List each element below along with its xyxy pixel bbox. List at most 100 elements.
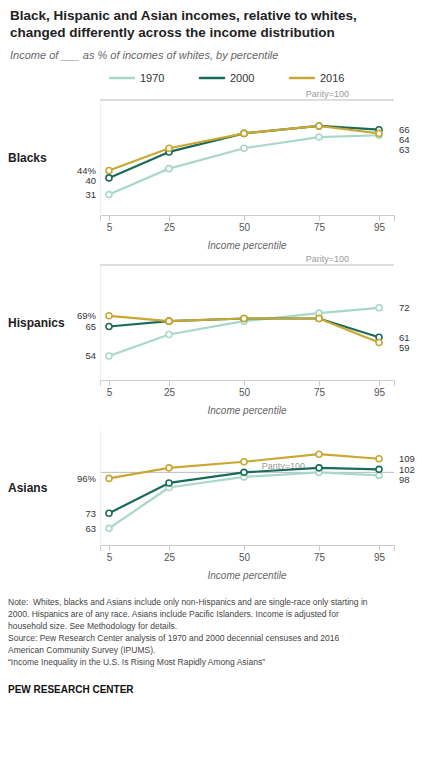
point — [241, 130, 247, 136]
tick-mark — [109, 545, 110, 551]
tick: 50 — [239, 215, 251, 233]
annotation: Parity=100 — [306, 89, 349, 99]
point — [241, 459, 247, 465]
panel-title: Asians — [8, 481, 48, 495]
tick-label: 50 — [239, 222, 251, 233]
point — [106, 475, 112, 481]
line — [109, 126, 379, 178]
line — [109, 454, 379, 478]
point — [316, 123, 322, 129]
tick-mark — [109, 215, 110, 221]
note-line: American Community Survey (IPUMS). — [8, 645, 155, 655]
line — [109, 316, 379, 343]
data-label: 65 — [85, 321, 96, 332]
point — [241, 130, 247, 136]
x-axis: 5 25 50 75 95 — [101, 380, 395, 398]
tick-mark — [379, 545, 380, 551]
point — [106, 525, 112, 531]
tick-label: 25 — [164, 222, 176, 233]
tick-mark — [244, 215, 245, 221]
legend-item: 1970 — [110, 72, 164, 84]
point — [106, 353, 112, 359]
tick-label: 50 — [239, 387, 251, 398]
legend-label: 2016 — [320, 72, 344, 84]
data-label: 69% — [77, 310, 97, 321]
panel-title: Blacks — [8, 151, 47, 165]
point — [316, 465, 322, 471]
data-label: 54 — [85, 350, 96, 361]
tick: 25 — [164, 215, 176, 233]
point — [241, 469, 247, 475]
point — [376, 340, 382, 346]
point — [106, 175, 112, 181]
tick-mark — [319, 380, 320, 386]
title-group: Black, Hispanic and Asian incomes, relat… — [10, 8, 357, 40]
point — [166, 145, 172, 151]
point — [106, 324, 112, 330]
tick-label: 75 — [314, 222, 326, 233]
panel: HispanicsParity=100525507595Income perce… — [8, 254, 410, 416]
legend-label: 1970 — [140, 72, 164, 84]
note-line: Note: Whites, blacks and Asians include … — [8, 597, 368, 607]
legend: 1970 2000 2016 — [110, 72, 344, 84]
line — [109, 468, 379, 513]
panel: AsiansParity=100525507595Income percenti… — [8, 431, 415, 582]
tick: 25 — [164, 545, 176, 563]
tick-label: 50 — [239, 552, 251, 563]
data-label: 73 — [85, 508, 96, 519]
panel: BlacksParity=100525507595Income percenti… — [8, 89, 410, 251]
plot-area — [106, 123, 382, 198]
tick: 75 — [314, 380, 326, 398]
tick: 95 — [374, 545, 386, 563]
panel-title: Hispanics — [8, 316, 65, 330]
axis-line — [101, 546, 395, 552]
tick-label: 5 — [107, 387, 113, 398]
data-label: 72 — [399, 302, 410, 313]
plot-area — [106, 451, 382, 531]
data-label: 63 — [399, 144, 410, 155]
point — [166, 166, 172, 172]
point — [316, 315, 322, 321]
tick-label: 25 — [164, 387, 176, 398]
data-label: 96% — [77, 473, 97, 484]
tick-label: 5 — [107, 222, 113, 233]
point — [106, 192, 112, 198]
tick-mark — [244, 380, 245, 386]
axis-line — [100, 431, 101, 546]
point — [166, 480, 172, 486]
data-label: 40 — [85, 175, 96, 186]
note-line: 2000. Hispanics are of any race. Asians … — [8, 609, 339, 619]
axis-line — [101, 216, 395, 222]
legend-item: 2000 — [200, 72, 254, 84]
plot-area — [106, 305, 382, 359]
point — [166, 465, 172, 471]
point — [376, 456, 382, 462]
reference-line — [100, 265, 394, 266]
tick-label: 75 — [314, 552, 326, 563]
x-axis-label: Income percentile — [208, 405, 287, 416]
x-axis: 5 25 50 75 95 — [101, 545, 395, 563]
tick: 50 — [239, 380, 251, 398]
tick: 5 — [107, 215, 113, 233]
tick-mark — [319, 215, 320, 221]
data-label: 59 — [399, 342, 410, 353]
axis-line — [100, 101, 101, 216]
tick-label: 5 — [107, 552, 113, 563]
line — [109, 472, 379, 528]
source: PEW RESEARCH CENTER — [8, 684, 134, 695]
tick-label: 95 — [374, 222, 386, 233]
point — [316, 123, 322, 129]
tick-mark — [169, 380, 170, 386]
tick-mark — [319, 545, 320, 551]
tick-mark — [244, 545, 245, 551]
x-axis-label: Income percentile — [208, 570, 287, 581]
tick-label: 95 — [374, 552, 386, 563]
note-line: Source: Pew Research Center analysis of … — [8, 633, 340, 643]
note: Note: Whites, blacks and Asians include … — [8, 597, 368, 667]
line — [109, 135, 379, 194]
tick: 95 — [374, 380, 386, 398]
data-label: 98 — [399, 474, 410, 485]
tick-label: 95 — [374, 387, 386, 398]
point — [241, 145, 247, 151]
point — [376, 472, 382, 478]
